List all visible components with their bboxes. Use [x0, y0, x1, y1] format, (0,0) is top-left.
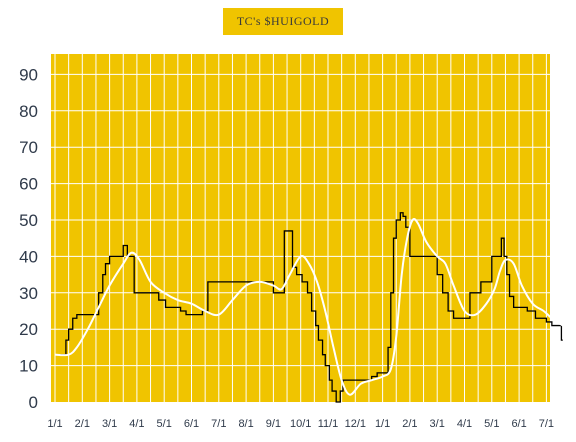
y-axis: 0 10 20 30 40 50 60 70 80 90 [19, 65, 38, 412]
x-tick-label: 5/1 [484, 418, 499, 430]
x-tick-label: 6/1 [511, 418, 526, 430]
x-tick-label: 4/1 [457, 418, 472, 430]
y-tick-label: 60 [19, 175, 38, 194]
y-tick-label: 70 [19, 138, 38, 157]
series-line-1 [55, 212, 563, 403]
x-tick-label: 1/1 [47, 418, 62, 430]
series-group [54, 212, 564, 403]
x-tick-label: 2/1 [75, 418, 90, 430]
x-axis: 1/1 2/1 3/1 4/1 5/1 6/1 7/1 8/1 9/1 10/1 11/1 12/1 1… [47, 418, 554, 430]
y-tick-label: 80 [19, 102, 38, 121]
chart-title-box: TC's $HUIGOLD [223, 8, 343, 35]
y-tick-label: 50 [19, 211, 38, 230]
y-tick-label: 40 [19, 247, 38, 266]
x-tick-label: 7/1 [539, 418, 554, 430]
y-tick-label: 90 [19, 65, 38, 84]
x-tick-label: 6/1 [184, 418, 199, 430]
x-tick-label: 11/1 [318, 418, 339, 430]
x-tick-label: 12/1 [345, 418, 366, 430]
x-tick-label: 3/1 [102, 418, 117, 430]
x-tick-label: 10/1 [290, 418, 311, 430]
x-tick-label: 4/1 [129, 418, 144, 430]
x-tick-label: 1/1 [375, 418, 390, 430]
y-tick-label: 30 [19, 284, 38, 303]
x-tick-label: 3/1 [430, 418, 445, 430]
chart-title: TC's $HUIGOLD [236, 14, 330, 28]
x-tick-label: 9/1 [266, 418, 281, 430]
x-tick-label: 2/1 [402, 418, 417, 430]
y-tick-label: 10 [19, 357, 38, 376]
series-line-2 [54, 218, 564, 396]
x-tick-label: 7/1 [211, 418, 226, 430]
y-tick-label: 0 [29, 393, 38, 412]
x-tick-label: 5/1 [157, 418, 172, 430]
y-tick-label: 20 [19, 320, 38, 339]
x-tick-label: 8/1 [238, 418, 253, 430]
